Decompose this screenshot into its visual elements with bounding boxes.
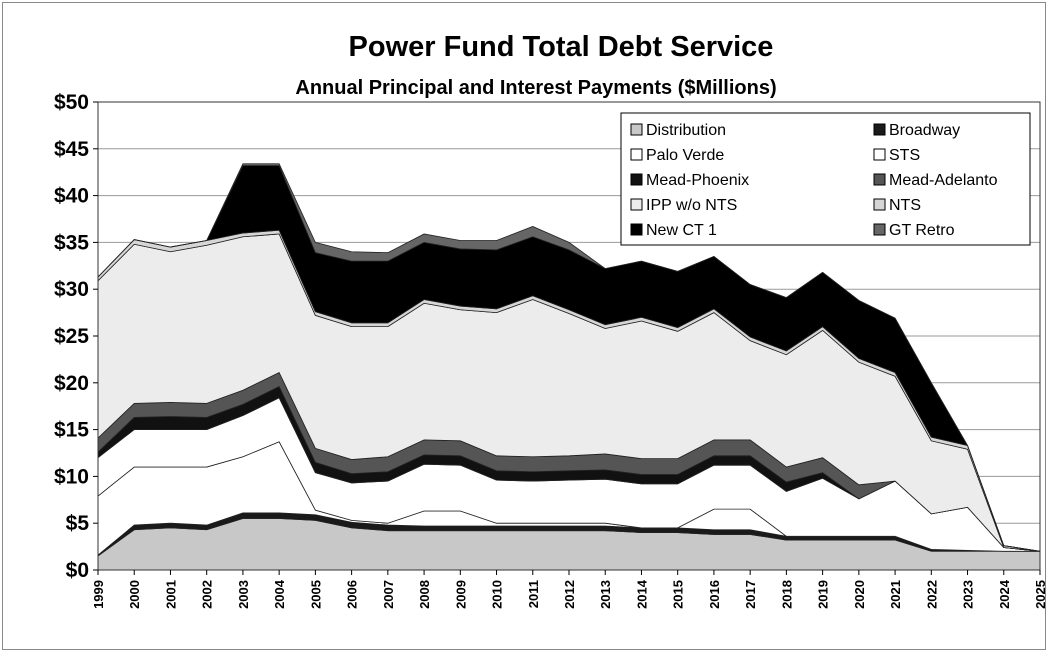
x-tick-label: 2023 [961,580,976,609]
x-tick-label: 1999 [91,580,106,609]
legend: Distribution Broadway Palo Verde STS Mead-Ph… [620,112,1031,246]
x-tick-label: 2019 [816,580,831,609]
legend-entry: Distribution [646,122,726,139]
legend-swatch [630,123,643,136]
y-tick-label: $50 [54,91,89,114]
x-tick-label: 2003 [236,580,251,609]
y-tick-label: $25 [54,325,89,348]
x-axis: 1999 2000 2001 2002 2003 2004 2005 2006 2007 2008… [91,570,1048,609]
legend-swatch [630,223,643,236]
x-tick-label: 2022 [924,580,939,609]
x-tick-label: 2009 [453,580,468,609]
y-tick-label: $45 [54,138,89,161]
x-tick-label: 2000 [127,580,142,609]
legend-swatch [630,173,643,186]
legend-entry: GT Retro [889,222,955,239]
x-tick-label: 2013 [598,580,613,609]
legend-entry: Palo Verde [646,147,724,164]
y-tick-label: $5 [66,512,90,535]
legend-entry: Mead-Phoenix [646,172,749,189]
x-tick-label: 2012 [562,580,577,609]
legend-entry: NTS [889,197,921,214]
y-tick-label: $35 [54,231,89,254]
x-tick-label: 2024 [997,579,1012,609]
x-tick-label: 2007 [381,580,396,609]
y-axis: $0 $5 $10 $15 $20 $25 $30 $35 $40 $45 $50 [54,91,98,582]
y-tick-label: $0 [66,559,89,582]
legend-entry: New CT 1 [646,222,717,239]
legend-swatch [873,223,886,236]
y-tick-label: $20 [54,372,89,395]
legend-swatch [873,198,886,211]
x-tick-label: 2004 [272,579,287,609]
x-tick-label: 2006 [345,580,360,609]
legend-swatch [873,173,886,186]
legend-swatch [873,123,886,136]
x-tick-label: 2016 [707,580,722,609]
x-tick-label: 2005 [308,580,323,609]
x-tick-label: 2001 [163,580,178,609]
x-tick-label: 2025 [1033,580,1048,609]
chart-subtitle: Annual Principal and Interest Payments (… [295,77,776,99]
y-tick-label: $10 [54,465,89,488]
y-tick-label: $40 [54,185,89,208]
legend-swatch [630,148,643,161]
x-tick-label: 2011 [526,580,541,608]
legend-box [620,112,1031,246]
x-tick-label: 2020 [852,580,867,609]
legend-swatch [630,198,643,211]
chart-title: Power Fund Total Debt Service [349,31,774,63]
x-tick-label: 2017 [743,580,758,609]
y-tick-label: $30 [54,278,89,301]
x-tick-label: 2015 [671,580,686,609]
legend-entry: Mead-Adelanto [889,172,998,189]
y-tick-label: $15 [54,419,89,442]
legend-swatch [873,148,886,161]
x-tick-label: 2021 [888,580,903,609]
area-series [97,163,1041,571]
x-tick-label: 2010 [490,580,505,609]
x-tick-label: 2002 [200,580,215,609]
x-tick-label: 2014 [634,579,649,609]
legend-entry: Broadway [889,122,960,139]
legend-entry: IPP w/o NTS [646,197,737,214]
x-tick-label: 2008 [417,580,432,609]
x-tick-label: 2018 [779,580,794,609]
legend-entry: STS [889,147,920,164]
